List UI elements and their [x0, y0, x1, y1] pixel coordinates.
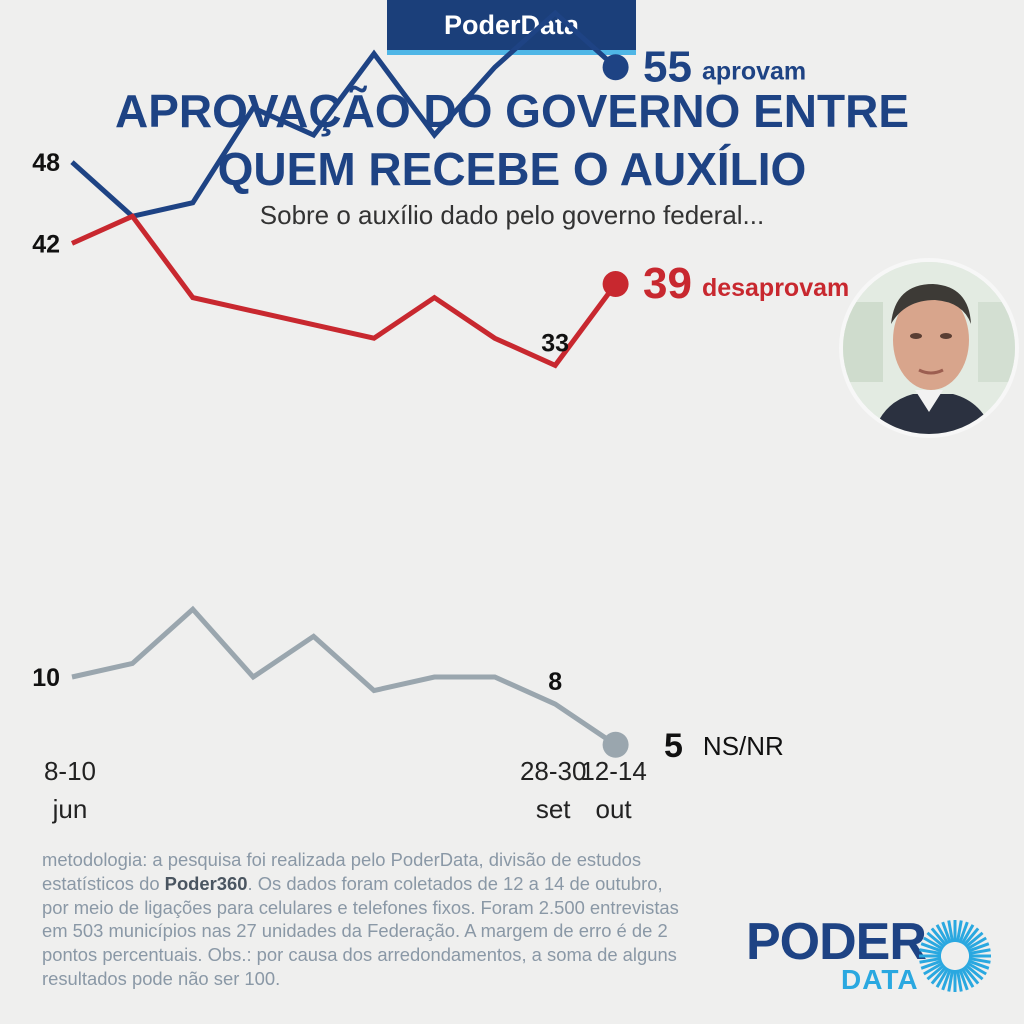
series-line-desaprovam — [70, 213, 618, 369]
sunburst-ray — [941, 921, 952, 944]
final-label-ns-nr: NS/NR — [703, 731, 784, 761]
sunburst-ray — [923, 961, 944, 976]
sunburst-ray — [935, 967, 950, 988]
data-label-aprovam: 48 — [32, 149, 60, 177]
sunburst-ray — [919, 956, 942, 964]
x-tick-label: 12-14 — [580, 756, 647, 786]
x-tick-label: 28-30 — [520, 756, 587, 786]
chart-subtitle: Sobre o auxílio dado pelo governo federa… — [259, 200, 765, 230]
sunburst-ray — [947, 920, 955, 943]
sunburst-ray — [920, 942, 943, 953]
final-value-ns-nr: 5 — [664, 727, 683, 765]
sunburst-ray — [966, 961, 987, 976]
methodology-text-1: metodologia: a pesquisa foi realizada pe… — [42, 849, 642, 894]
methodology-text-2: . Os dados foram coletados de 12 a 14 de… — [42, 872, 679, 989]
sunburst-ray — [968, 948, 991, 956]
end-marker-desaprovam — [602, 271, 629, 298]
title-line-1: APROVAÇÃO DO GOVERNO ENTRE — [115, 85, 909, 137]
data-label-aprovam: 59 — [541, 0, 569, 5]
sunburst-ray — [930, 965, 948, 985]
sunburst-ray — [935, 924, 950, 945]
data-label-desaprovam: 33 — [541, 329, 569, 357]
sunburst-ray — [947, 969, 955, 992]
sunburst-ray — [926, 931, 946, 949]
sunburst-ray — [960, 967, 975, 988]
sunburst-ray — [926, 963, 946, 981]
final-label-desaprovam: desaprovam — [702, 274, 849, 302]
sunburst-ray — [964, 931, 984, 949]
sunburst-ray — [920, 959, 943, 970]
title-line-2: QUEM RECEBE O AUXÍLIO — [217, 143, 807, 195]
end-marker-ns-nr — [602, 731, 629, 758]
sunburst-ray — [964, 963, 984, 981]
final-value-desaprovam: 39 — [643, 259, 692, 308]
sunburst-ray — [962, 965, 980, 985]
x-tick-label: out — [596, 794, 633, 824]
sunburst-icon — [919, 920, 991, 992]
sunburst-ray — [930, 927, 948, 947]
sunburst-ray — [955, 969, 963, 992]
sunburst-ray — [962, 927, 980, 947]
data-label-desaprovam: 42 — [32, 230, 60, 258]
series-line-aprovam — [70, 9, 618, 220]
logo-sub-text: DATA — [841, 964, 919, 995]
sunburst-ray — [967, 959, 990, 970]
line-chart: 48 59 55 aprovam 42 33 39 desaprovam 10 8 5 NS/NR 8-… — [32, 0, 849, 824]
sunburst-ray — [923, 936, 944, 951]
sunburst-ray — [958, 968, 969, 991]
sunburst-ray — [958, 921, 969, 944]
sunburst-ray — [968, 956, 991, 964]
x-tick-label: set — [536, 794, 571, 824]
final-value-aprovam: 55 — [643, 42, 692, 91]
data-label-ns-nr: 8 — [548, 668, 562, 696]
poderdata-logo: PODER DATA — [743, 912, 1003, 1002]
sunburst-ray — [966, 936, 987, 951]
politician-photo — [843, 262, 1015, 434]
series-line-ns-nr — [71, 605, 617, 747]
x-tick-label: 8-10 — [44, 756, 96, 786]
sunburst-ray — [960, 924, 975, 945]
methodology-source: Poder360 — [164, 872, 248, 894]
methodology-note: metodologia: a pesquisa foi realizada pe… — [42, 848, 682, 991]
logo-main-text: PODER — [746, 913, 927, 971]
sunburst-ray — [967, 942, 990, 953]
sunburst-ray — [955, 920, 963, 943]
data-label-ns-nr: 10 — [32, 664, 60, 692]
end-marker-aprovam — [602, 54, 629, 81]
chart-title: APROVAÇÃO DO GOVERNO ENTRE QUEM RECEBE O… — [0, 82, 1024, 198]
sunburst-ray — [919, 948, 942, 956]
sunburst-ray — [941, 968, 952, 991]
x-tick-label: jun — [52, 794, 88, 824]
final-label-aprovam: aprovam — [702, 57, 806, 85]
